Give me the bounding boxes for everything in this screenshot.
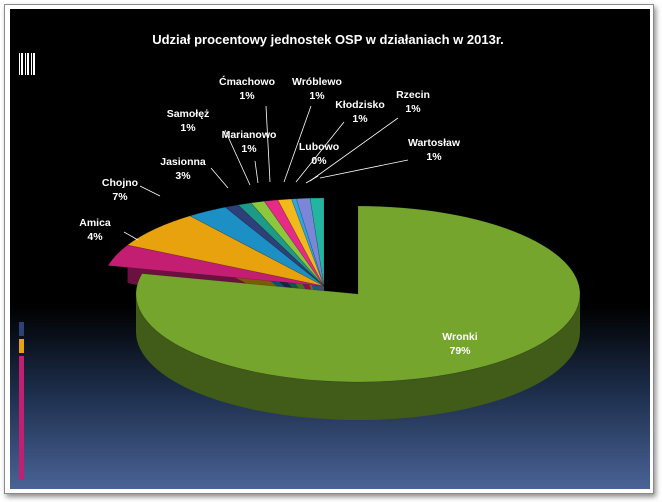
data-label-wartoslaw: Wartosław 1% bbox=[408, 137, 461, 163]
data-label-chojno: Chojno 7% bbox=[102, 177, 138, 203]
leader-line-chojno bbox=[139, 185, 161, 197]
leader-line-samolez bbox=[224, 129, 251, 186]
leader-line-jasionna bbox=[210, 167, 229, 189]
pie-slice-samolez bbox=[224, 204, 325, 287]
pie-slice-cmachowo bbox=[250, 200, 325, 287]
data-label-marianowo: Marianowo 1% bbox=[222, 129, 277, 155]
data-label-cmachowo: Ćmachowo 1% bbox=[219, 75, 275, 102]
leader-line-klodzisko bbox=[295, 121, 345, 183]
data-label-lubowo: Lubowo 0% bbox=[299, 141, 339, 167]
leader-line-marianowo bbox=[254, 160, 259, 184]
pie-slice-wroblewo bbox=[263, 199, 325, 287]
side-stripe-dark bbox=[19, 322, 24, 336]
barcode-decoration bbox=[17, 53, 35, 75]
leader-line-wartoslaw bbox=[319, 159, 409, 179]
pie-slice-wronki bbox=[135, 205, 581, 383]
leader-line-cmachowo bbox=[265, 105, 271, 183]
pie-slice-amica bbox=[107, 244, 325, 287]
data-label-amica: Amica 4% bbox=[79, 217, 111, 243]
pie-slice-lubowo bbox=[291, 198, 325, 287]
data-label-wronki: Wronki 79% bbox=[442, 331, 477, 357]
data-label-klodzisko: Kłodzisko 1% bbox=[335, 99, 385, 125]
data-label-wroblewo: Wróblewo 1% bbox=[292, 76, 342, 102]
pie-slice-wartoslaw bbox=[309, 197, 325, 287]
pie-slice-chojno bbox=[126, 215, 325, 287]
side-stripe-orange bbox=[19, 339, 24, 353]
pie-tops bbox=[107, 197, 581, 383]
pie-slice-klodzisko bbox=[277, 198, 325, 287]
pie-labels: Wronki 79% Amica 4% Chojno 7% Jasionna 3% Samołę… bbox=[79, 75, 478, 357]
pie-slice-jasionna bbox=[189, 206, 325, 287]
side-stripe-pink bbox=[19, 356, 24, 480]
data-label-jasionna: Jasionna 3% bbox=[160, 156, 206, 182]
data-label-samolez: Samołęż 1% bbox=[167, 108, 210, 134]
pie-slice-marianowo bbox=[237, 202, 325, 287]
leader-line-wroblewo bbox=[283, 105, 312, 183]
leader-line-amica bbox=[123, 231, 139, 241]
pie-slice-rzecin bbox=[295, 197, 325, 287]
leader-line-rzecin bbox=[309, 117, 399, 182]
data-label-rzecin: Rzecin 1% bbox=[396, 89, 430, 115]
chart-title: Udział procentowy jednostek OSP w działa… bbox=[152, 32, 504, 47]
